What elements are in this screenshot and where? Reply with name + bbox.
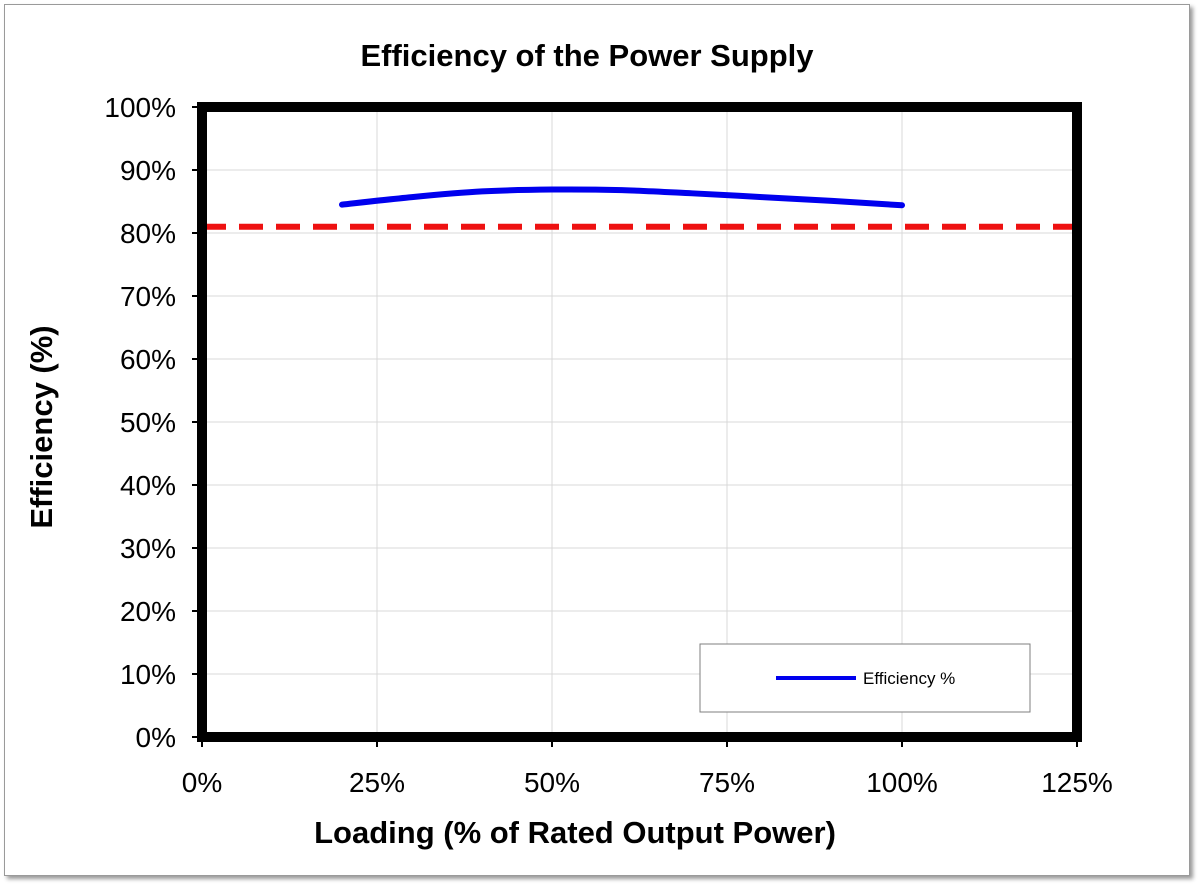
legend-label: Efficiency % — [863, 669, 955, 688]
y-tick-label: 50% — [120, 407, 176, 438]
y-tick-label: 20% — [120, 596, 176, 627]
y-axis-title: Efficiency (%) — [24, 325, 59, 528]
x-tick-label: 75% — [699, 767, 755, 798]
y-tick-label: 80% — [120, 218, 176, 249]
y-tick-label: 70% — [120, 281, 176, 312]
grid — [202, 107, 1077, 737]
y-tick-label: 10% — [120, 659, 176, 690]
x-axis-ticks: 0% 25% 50% 75% 100% 125% — [182, 737, 1113, 798]
x-tick-label: 100% — [866, 767, 938, 798]
x-tick-label: 25% — [349, 767, 405, 798]
y-tick-label: 90% — [120, 155, 176, 186]
series-lines — [339, 186, 905, 209]
x-tick-label: 0% — [182, 767, 222, 798]
chart-title: Efficiency of the Power Supply — [360, 38, 814, 73]
legend-box — [699, 643, 1031, 713]
x-axis-title: Loading (% of Rated Output Power) — [314, 815, 836, 850]
legend: Efficiency % — [699, 643, 1031, 713]
y-tick-label: 0% — [136, 722, 176, 753]
y-tick-label: 30% — [120, 533, 176, 564]
y-tick-label: 40% — [120, 470, 176, 501]
y-tick-label: 60% — [120, 344, 176, 375]
x-tick-label: 50% — [524, 767, 580, 798]
x-tick-label: 125% — [1041, 767, 1113, 798]
series-line-efficiency — [339, 186, 905, 209]
y-tick-label: 100% — [104, 92, 176, 123]
y-axis-ticks: 0% 10% 20% 30% 40% 50% 60% 70% 80% 90% 100% — [104, 92, 202, 753]
